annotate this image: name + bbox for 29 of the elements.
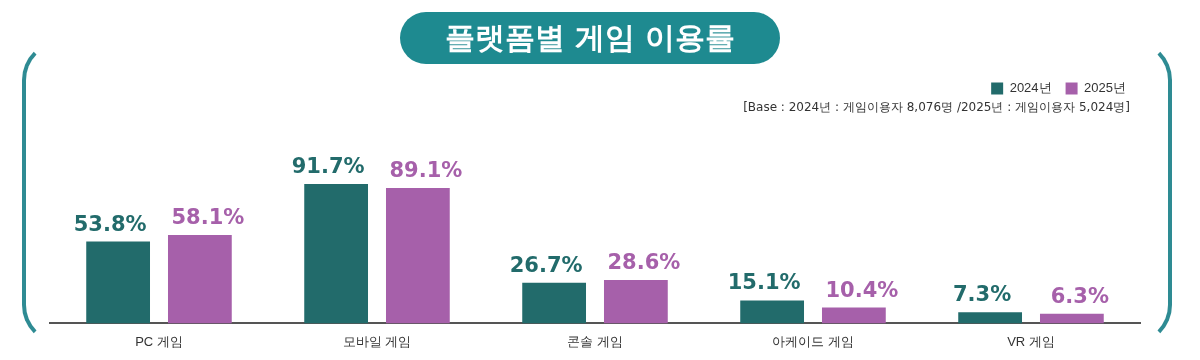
- data-label: 26.7%: [509, 252, 583, 277]
- data-label: 7.3%: [953, 282, 1012, 307]
- x-tick-label: PC 게임: [135, 333, 183, 349]
- bar: [304, 184, 369, 324]
- data-label: 89.1%: [389, 157, 463, 182]
- x-tick-label: VR 게임: [1007, 333, 1055, 349]
- chart-title: 플랫폼별 게임 이용률: [400, 12, 780, 64]
- data-label: 58.1%: [171, 205, 245, 230]
- text: [Base : 2024년 : 게임이용자 8,076명 /2025년 : 게임이용자 5,024명]: [743, 100, 1130, 115]
- bar: [167, 235, 232, 324]
- x-tick-label: 모바일 게임: [342, 333, 412, 349]
- data-label: 53.8%: [73, 211, 147, 236]
- data-label: 28.6%: [607, 249, 681, 274]
- bar: [958, 312, 1023, 324]
- data-label: 6.3%: [1050, 283, 1109, 308]
- legend-label: 2024년: [1009, 80, 1052, 96]
- data-label: 15.1%: [727, 270, 801, 295]
- bar: [385, 187, 450, 324]
- bar: [522, 282, 587, 324]
- bar: [603, 279, 668, 324]
- data-label: 10.4%: [825, 277, 899, 302]
- bar: [821, 307, 886, 324]
- x-tick-label: 아케이드 게임: [772, 333, 854, 349]
- legend-label: 2025년: [1084, 80, 1126, 96]
- data-label: 91.7%: [291, 153, 365, 178]
- bar: [740, 300, 805, 324]
- bar: [1039, 313, 1104, 324]
- bar: [86, 241, 151, 324]
- x-tick-label: 콘솔 게임: [567, 333, 623, 349]
